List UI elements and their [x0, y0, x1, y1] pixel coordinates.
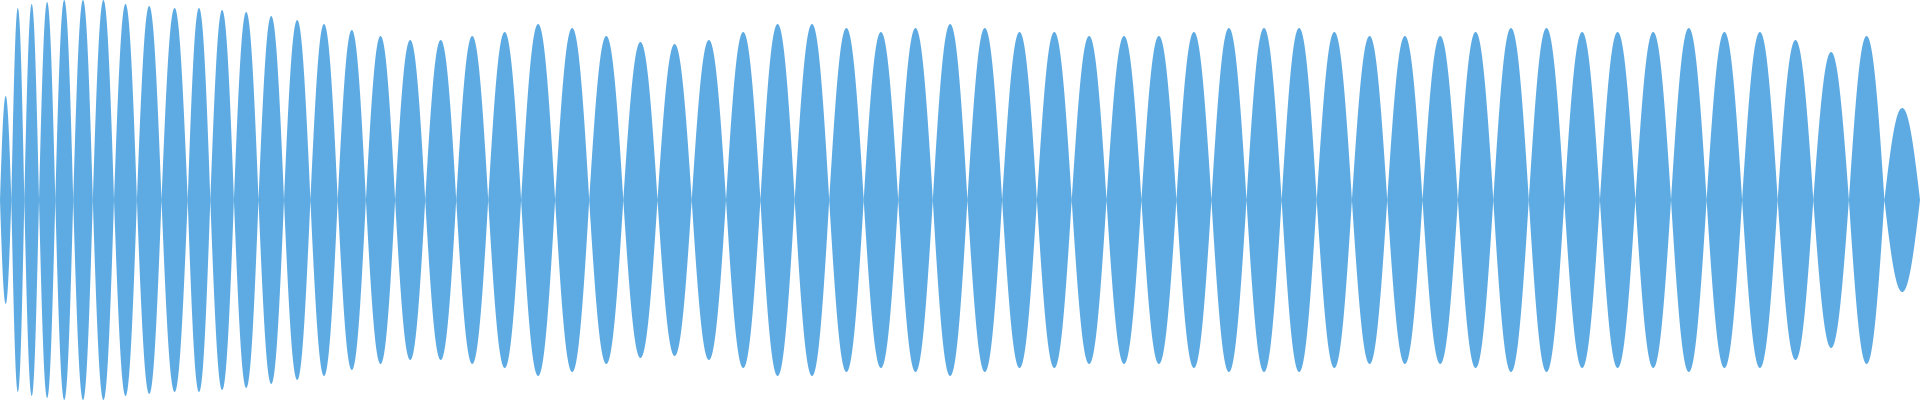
waveform-lobe	[0, 96, 12, 304]
waveform-lobe	[488, 32, 522, 368]
waveform-lobe	[1387, 36, 1423, 364]
waveform-lobe	[1777, 40, 1814, 360]
waveform-lobe	[24, 4, 39, 396]
waveform-lobe	[73, 0, 93, 400]
waveform-lobe	[1742, 32, 1778, 368]
waveform-lobe	[1635, 32, 1671, 368]
waveform-lobe	[1141, 36, 1177, 364]
waveform-lobe	[1176, 32, 1212, 368]
waveform-lobe	[1564, 32, 1600, 368]
waveform-lobe	[1211, 28, 1247, 372]
waveform-lobe	[1316, 32, 1352, 368]
waveform-lobe	[589, 36, 624, 364]
waveform-lobe	[1036, 32, 1072, 368]
waveform-lobe	[1493, 28, 1529, 372]
waveform-lobe	[623, 42, 658, 358]
waveform-lobe	[829, 28, 864, 372]
waveform-lobe	[425, 40, 457, 360]
waveform-lobe	[55, 0, 74, 400]
waveform-lobe	[161, 8, 188, 392]
waveform-lobe	[555, 28, 590, 372]
waveform-lobe	[863, 32, 899, 368]
waveform-lobe	[1848, 36, 1885, 364]
waveform-lobe	[1351, 36, 1388, 364]
waveform-lobe	[1884, 108, 1920, 292]
waveform-lobe	[1813, 52, 1849, 348]
waveform-lobe	[365, 36, 396, 364]
waveform-lobe	[210, 10, 234, 390]
waveform-lobe	[456, 36, 489, 364]
waveform-lobe	[760, 24, 795, 376]
waveform-lobe	[284, 20, 311, 380]
waveform-lobe	[114, 4, 137, 396]
waveform-lobe	[1706, 32, 1743, 368]
waveform-lobe	[11, 8, 25, 392]
waveform-lobe	[1246, 28, 1282, 372]
waveform-lobe	[794, 24, 830, 376]
waveform-lobe	[1457, 32, 1494, 368]
waveform-lobe	[258, 16, 284, 384]
waveform-lobe	[726, 32, 761, 368]
waveform-lobe	[657, 44, 692, 356]
waveform-lobe	[1422, 36, 1458, 364]
waveform-lobe	[337, 30, 366, 370]
waveform-lobe	[932, 24, 968, 376]
waveform-lobe	[1071, 36, 1107, 364]
waveform-lobe	[521, 24, 556, 376]
waveform-lobe	[310, 24, 338, 376]
waveform-lobe	[92, 0, 114, 400]
waveform-lobe	[1599, 32, 1636, 368]
waveform-lobe	[967, 28, 1003, 372]
waveform-lobe	[1671, 28, 1707, 372]
waveform-lobe	[1106, 36, 1142, 364]
waveform-lobe	[395, 40, 426, 360]
waveform-lobe	[187, 8, 211, 392]
waveform-lobe	[1528, 28, 1565, 372]
waveform-lobe	[1281, 28, 1317, 372]
waveform-lobe	[233, 12, 259, 388]
waveform-lobe	[1002, 32, 1037, 368]
waveform-lobe	[136, 6, 162, 394]
waveform-lobe	[691, 40, 726, 360]
waveform-lobe	[39, 2, 56, 398]
waveform-lobe	[898, 28, 933, 372]
